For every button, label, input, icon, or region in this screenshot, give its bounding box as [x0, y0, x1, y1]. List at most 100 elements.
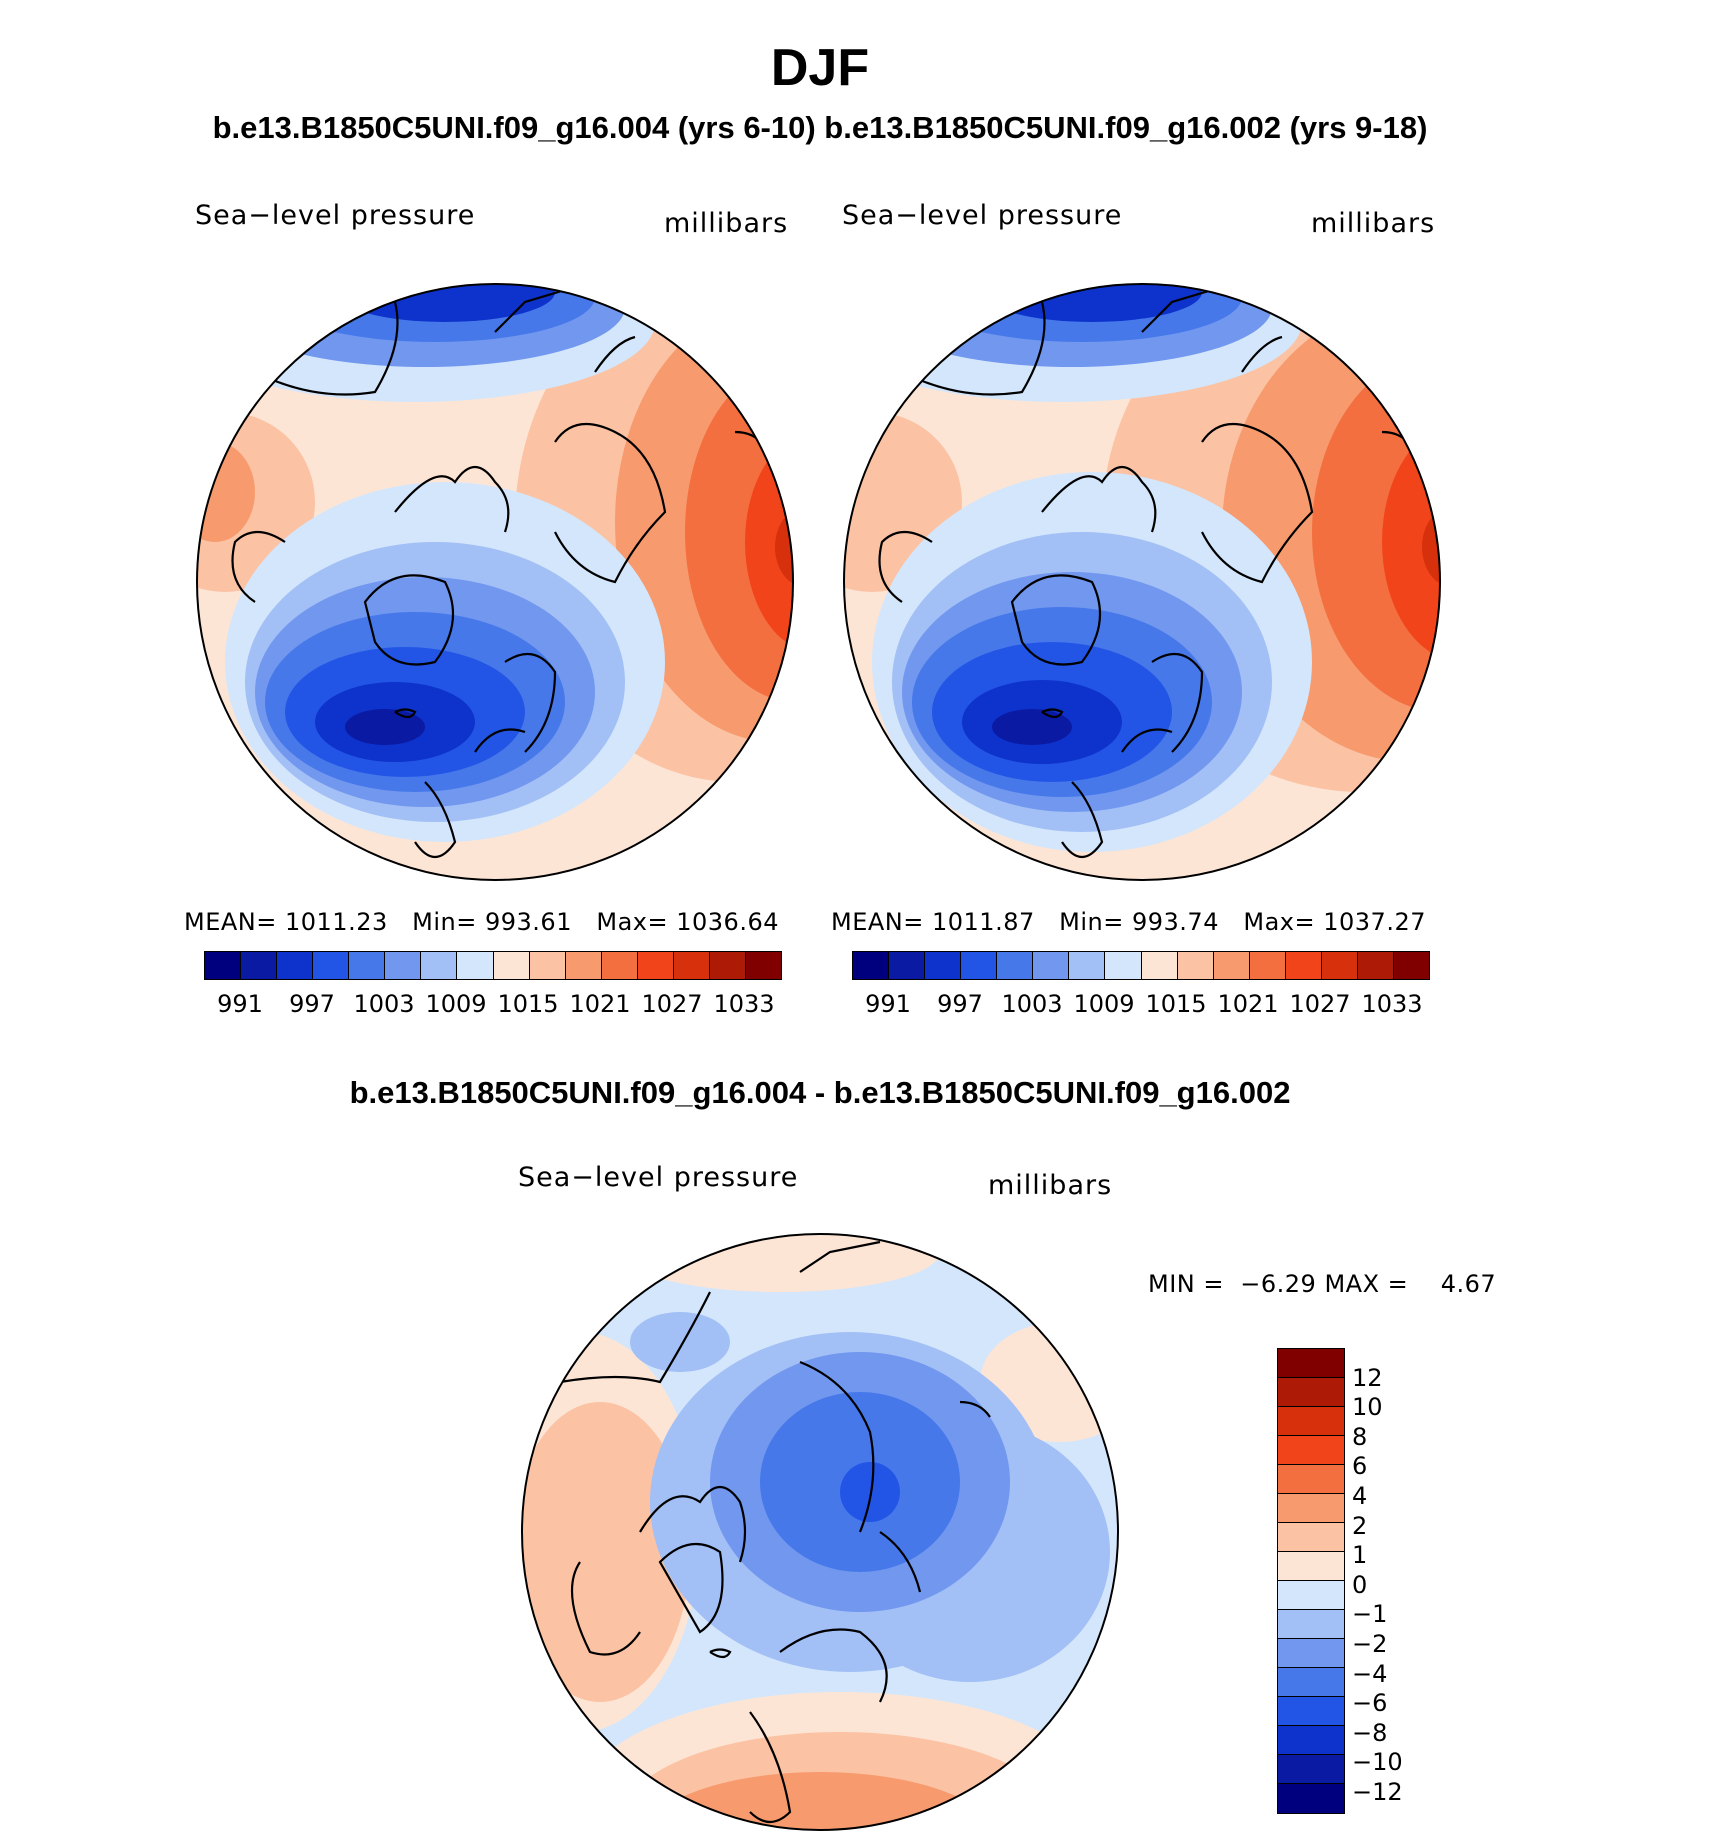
- colorbar-tick-label: 1003: [1001, 990, 1063, 1018]
- colorbar-tick-label: 12: [1352, 1363, 1383, 1392]
- figure-subtitle: b.e13.B1850C5UNI.f09_g16.004 (yrs 6-10) …: [212, 110, 1428, 145]
- colorbar-tick-label: 991: [865, 990, 911, 1018]
- colorbar-swatch: [1278, 1465, 1344, 1494]
- colorbar-tick-label: 1033: [1361, 990, 1423, 1018]
- colorbar-tick-label: 997: [937, 990, 983, 1018]
- panel3-polar-map: [521, 1233, 1119, 1831]
- colorbar-swatch: [853, 952, 890, 979]
- colorbar-swatch: [1278, 1581, 1344, 1610]
- colorbar-swatch: [889, 952, 926, 979]
- colorbar-swatch: [637, 952, 674, 979]
- colorbar-tick-label: 2: [1352, 1511, 1368, 1540]
- colorbar-swatch: [1213, 952, 1250, 979]
- colorbar-tick-label: −2: [1352, 1630, 1388, 1658]
- colorbar-tick-label: 997: [289, 990, 335, 1018]
- colorbar-tick-label: 6: [1352, 1452, 1368, 1481]
- figure-title: DJF: [770, 39, 870, 97]
- colorbar-swatch: [1278, 1494, 1344, 1523]
- panel2-colorbar-ticks: 991 997 1003 1009 1015 1021 1027 1033: [852, 990, 1452, 1020]
- colorbar-swatch: [1278, 1755, 1344, 1784]
- colorbar-swatch: [1105, 952, 1142, 979]
- colorbar-tick-label: 991: [217, 990, 263, 1018]
- panel1-stats: MEAN= 1011.23 Min= 993.61 Max= 1036.64: [184, 908, 779, 936]
- panel1-coastlines: [231, 285, 766, 859]
- panel3-variable-label: Sea−level pressure: [518, 1162, 799, 1193]
- colorbar-tick-label: 1: [1352, 1541, 1368, 1570]
- colorbar-swatch: [1278, 1610, 1344, 1639]
- colorbar-tick-label: 1009: [1073, 990, 1135, 1018]
- colorbar-swatch: [1321, 952, 1358, 979]
- panel3-coastlines: [559, 1240, 991, 1824]
- panel2-variable-label: Sea−level pressure: [842, 200, 1123, 231]
- colorbar-swatch: [1278, 1436, 1344, 1465]
- colorbar-tick-label: 10: [1352, 1393, 1383, 1422]
- colorbar-swatch: [997, 952, 1034, 979]
- panel2-colorbar: [852, 951, 1430, 980]
- panel1-colorbar: [204, 951, 782, 980]
- colorbar-tick-label: −10: [1352, 1748, 1403, 1777]
- colorbar-swatch: [961, 952, 998, 979]
- colorbar-swatch: [313, 952, 350, 979]
- colorbar-swatch: [1278, 1552, 1344, 1581]
- colorbar-swatch: [745, 952, 781, 979]
- colorbar-swatch: [529, 952, 566, 979]
- colorbar-swatch: [1278, 1668, 1344, 1697]
- colorbar-swatch: [1278, 1523, 1344, 1552]
- difference-title: b.e13.B1850C5UNI.f09_g16.004 - b.e13.B18…: [349, 1075, 1291, 1110]
- panel3-colorbar: [1277, 1348, 1345, 1814]
- colorbar-tick-label: −8: [1352, 1718, 1388, 1747]
- colorbar-tick-label: 1003: [353, 990, 415, 1018]
- panel1-units-label: millibars: [664, 208, 789, 239]
- colorbar-tick-label: 4: [1352, 1482, 1368, 1510]
- panel1-variable-label: Sea−level pressure: [195, 200, 476, 231]
- panel3-stats: MIN = −6.29 MAX = 4.67: [1148, 1270, 1497, 1298]
- colorbar-swatch: [493, 952, 530, 979]
- colorbar-swatch: [1393, 952, 1429, 979]
- colorbar-tick-label: 1009: [425, 990, 487, 1018]
- colorbar-swatch: [1278, 1697, 1344, 1726]
- colorbar-swatch: [457, 952, 494, 979]
- colorbar-tick-label: −1: [1352, 1600, 1388, 1629]
- colorbar-swatch: [1357, 952, 1394, 979]
- colorbar-swatch: [1278, 1784, 1344, 1813]
- colorbar-swatch: [241, 952, 278, 979]
- colorbar-swatch: [1285, 952, 1322, 979]
- panel3-units-label: millibars: [988, 1170, 1113, 1201]
- colorbar-swatch: [1278, 1378, 1344, 1407]
- colorbar-swatch: [709, 952, 746, 979]
- colorbar-swatch: [673, 952, 710, 979]
- colorbar-swatch: [277, 952, 314, 979]
- colorbar-swatch: [601, 952, 638, 979]
- colorbar-tick-label: 1015: [1145, 990, 1207, 1018]
- colorbar-tick-label: −6: [1352, 1689, 1388, 1718]
- panel1-colorbar-ticks: 991 997 1003 1009 1015 1021 1027 1033: [204, 990, 804, 1020]
- colorbar-swatch: [421, 952, 458, 979]
- colorbar-tick-label: 1027: [641, 990, 703, 1018]
- colorbar-swatch: [1177, 952, 1214, 979]
- colorbar-swatch: [349, 952, 386, 979]
- colorbar-swatch: [1249, 952, 1286, 979]
- colorbar-swatch: [1278, 1349, 1344, 1378]
- colorbar-swatch: [1069, 952, 1106, 979]
- colorbar-tick-label: 1021: [1217, 990, 1279, 1018]
- colorbar-swatch: [1278, 1639, 1344, 1668]
- colorbar-swatch: [925, 952, 962, 979]
- colorbar-tick-label: −4: [1352, 1659, 1388, 1688]
- colorbar-tick-label: 1027: [1289, 990, 1351, 1018]
- panel2-stats: MEAN= 1011.87 Min= 993.74 Max= 1037.27: [831, 908, 1426, 936]
- colorbar-swatch: [1278, 1726, 1344, 1755]
- colorbar-swatch: [1033, 952, 1070, 979]
- colorbar-swatch: [205, 952, 242, 979]
- colorbar-swatch: [385, 952, 422, 979]
- colorbar-swatch: [565, 952, 602, 979]
- colorbar-swatch: [1141, 952, 1178, 979]
- colorbar-tick-label: 1021: [569, 990, 631, 1018]
- panel2-units-label: millibars: [1311, 208, 1436, 239]
- colorbar-tick-label: −12: [1352, 1778, 1403, 1806]
- panel2-polar-map: [843, 283, 1441, 881]
- colorbar-tick-label: 1015: [497, 990, 559, 1018]
- colorbar-tick-label: 1033: [713, 990, 775, 1018]
- colorbar-swatch: [1278, 1407, 1344, 1436]
- colorbar-tick-label: 8: [1352, 1422, 1368, 1451]
- colorbar-tick-label: 0: [1352, 1570, 1368, 1599]
